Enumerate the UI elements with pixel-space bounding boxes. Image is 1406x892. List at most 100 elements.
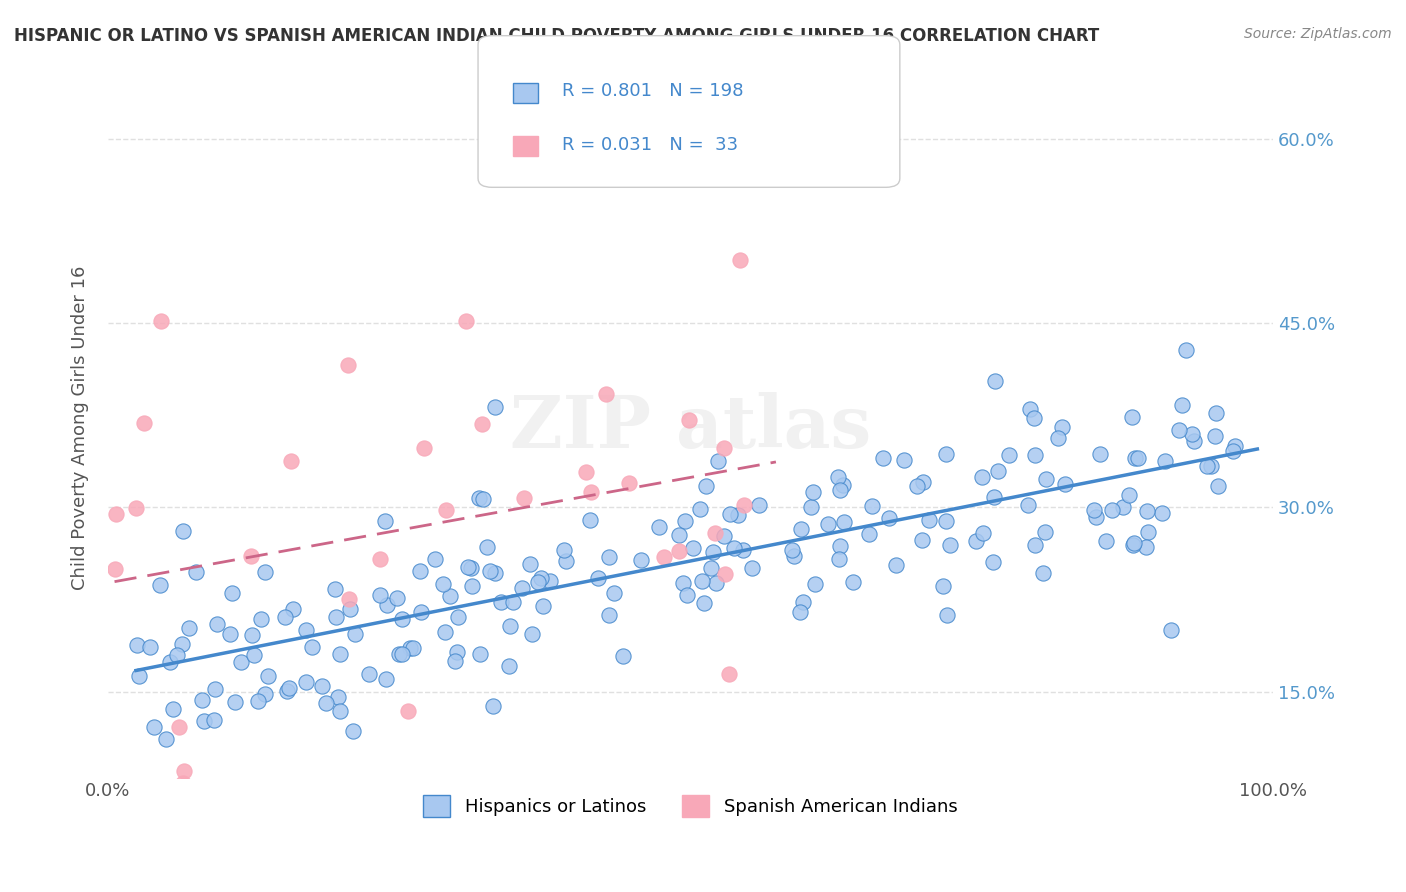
Point: [828, 552, 851, 566]
Point: [167, 720, 190, 734]
Text: R = 0.031   N =  33: R = 0.031 N = 33: [562, 136, 738, 153]
Legend: Hispanics or Latinos, Spanish American Indians: Hispanics or Latinos, Spanish American I…: [416, 788, 965, 824]
Point: [1205, 406, 1227, 420]
Point: [439, 589, 461, 603]
Point: [193, 714, 215, 729]
Point: [498, 659, 520, 673]
Point: [274, 610, 297, 624]
Point: [491, 594, 513, 608]
Point: [1136, 504, 1159, 518]
Point: [970, 470, 993, 484]
Point: [499, 619, 522, 633]
Point: [1123, 536, 1146, 550]
Point: [1137, 525, 1160, 540]
Point: [454, 314, 477, 328]
Point: [399, 640, 422, 655]
Point: [1083, 503, 1105, 517]
Point: [186, 565, 208, 579]
Point: [741, 561, 763, 575]
Point: [877, 510, 900, 524]
Point: [337, 358, 360, 372]
Point: [983, 555, 1005, 569]
Point: [162, 701, 184, 715]
Point: [502, 595, 524, 609]
Point: [932, 579, 955, 593]
Point: [1204, 428, 1226, 442]
Point: [728, 252, 751, 267]
Point: [1112, 500, 1135, 515]
Point: [972, 526, 994, 541]
Point: [579, 513, 602, 527]
Point: [579, 484, 602, 499]
Point: [832, 516, 855, 530]
Point: [598, 550, 620, 565]
Point: [402, 640, 425, 655]
Point: [718, 667, 741, 681]
Point: [783, 549, 806, 563]
Point: [1101, 503, 1123, 517]
Point: [553, 543, 575, 558]
Point: [678, 413, 700, 427]
Point: [471, 491, 494, 506]
Point: [520, 627, 543, 641]
Point: [872, 450, 894, 465]
Point: [388, 647, 411, 661]
Point: [247, 694, 270, 708]
Point: [1174, 343, 1197, 358]
Point: [191, 693, 214, 707]
Point: [1017, 499, 1039, 513]
Point: [984, 374, 1007, 388]
Point: [828, 539, 851, 553]
Point: [893, 452, 915, 467]
Point: [1085, 509, 1108, 524]
Point: [1032, 566, 1054, 581]
Point: [1182, 434, 1205, 448]
Point: [1135, 540, 1157, 554]
Point: [254, 565, 277, 579]
Point: [1024, 448, 1046, 462]
Point: [1122, 538, 1144, 552]
Point: [718, 507, 741, 521]
Point: [519, 558, 541, 572]
Point: [630, 553, 652, 567]
Point: [586, 571, 609, 585]
Point: [461, 579, 484, 593]
Point: [648, 520, 671, 534]
Point: [531, 599, 554, 614]
Point: [374, 514, 396, 528]
Point: [704, 576, 727, 591]
Point: [1181, 427, 1204, 442]
Point: [538, 574, 561, 588]
Point: [827, 469, 849, 483]
Point: [219, 627, 242, 641]
Point: [1206, 478, 1229, 492]
Point: [530, 571, 553, 585]
Point: [828, 483, 851, 498]
Point: [714, 566, 737, 581]
Point: [329, 647, 352, 661]
Point: [780, 542, 803, 557]
Point: [280, 454, 302, 468]
Point: [983, 490, 1005, 504]
Point: [240, 549, 263, 564]
Point: [700, 560, 723, 574]
Point: [172, 524, 194, 538]
Point: [939, 538, 962, 552]
Point: [513, 491, 536, 506]
Point: [128, 669, 150, 683]
Point: [139, 640, 162, 654]
Point: [554, 554, 576, 568]
Point: [603, 586, 626, 600]
Point: [689, 502, 711, 516]
Point: [727, 508, 749, 522]
Point: [886, 558, 908, 572]
Point: [841, 574, 863, 589]
Point: [173, 764, 195, 778]
Text: ZIP atlas: ZIP atlas: [510, 392, 870, 463]
Text: R = 0.801   N = 198: R = 0.801 N = 198: [562, 82, 744, 100]
Point: [713, 529, 735, 543]
Point: [391, 647, 413, 661]
Point: [434, 624, 457, 639]
Point: [595, 387, 617, 401]
Point: [143, 807, 166, 822]
